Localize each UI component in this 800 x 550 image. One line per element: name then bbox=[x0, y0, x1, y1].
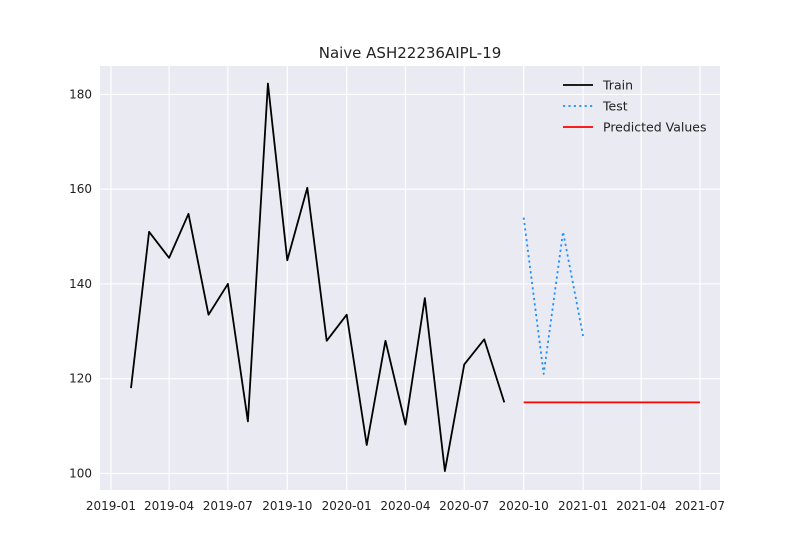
x-axis-ticks: 2019-01 2019-04 2019-07 2019-10 2020-01 2020-… bbox=[86, 499, 725, 513]
x-tick-label: 2019-01 bbox=[86, 499, 136, 513]
chart-title: Naive ASH22236AIPL-19 bbox=[319, 44, 502, 62]
y-tick-label: 140 bbox=[69, 277, 92, 291]
x-tick-label: 2019-07 bbox=[203, 499, 253, 513]
legend-item: Predicted Values bbox=[563, 120, 707, 135]
series-train bbox=[130, 82, 506, 472]
y-axis-ticks: 100 120 140 160 180 bbox=[69, 87, 92, 480]
x-tick-label: 2021-01 bbox=[558, 499, 608, 513]
series-line bbox=[130, 82, 506, 472]
x-tick-label: 2019-04 bbox=[144, 499, 194, 513]
legend-label: Predicted Values bbox=[603, 120, 707, 135]
legend-item: Train bbox=[563, 78, 633, 93]
plot-area bbox=[100, 66, 720, 490]
y-tick-label: 180 bbox=[69, 87, 92, 101]
x-tick-label: 2021-04 bbox=[616, 499, 666, 513]
x-tick-label: 2020-07 bbox=[439, 499, 489, 513]
x-tick-label: 2020-04 bbox=[380, 499, 430, 513]
grid-lines bbox=[100, 66, 720, 490]
y-tick-label: 160 bbox=[69, 182, 92, 196]
y-tick-label: 120 bbox=[69, 372, 92, 386]
y-tick-label: 100 bbox=[69, 466, 92, 480]
legend: Train Test Predicted Values bbox=[563, 78, 707, 135]
x-tick-label: 2021-07 bbox=[675, 499, 725, 513]
x-tick-label: 2020-10 bbox=[499, 499, 549, 513]
legend-item: Test bbox=[563, 99, 628, 114]
x-tick-label: 2020-01 bbox=[322, 499, 372, 513]
legend-label: Train bbox=[602, 78, 633, 93]
series-layer bbox=[130, 82, 700, 472]
legend-label: Test bbox=[602, 99, 628, 114]
x-tick-label: 2019-10 bbox=[262, 499, 312, 513]
